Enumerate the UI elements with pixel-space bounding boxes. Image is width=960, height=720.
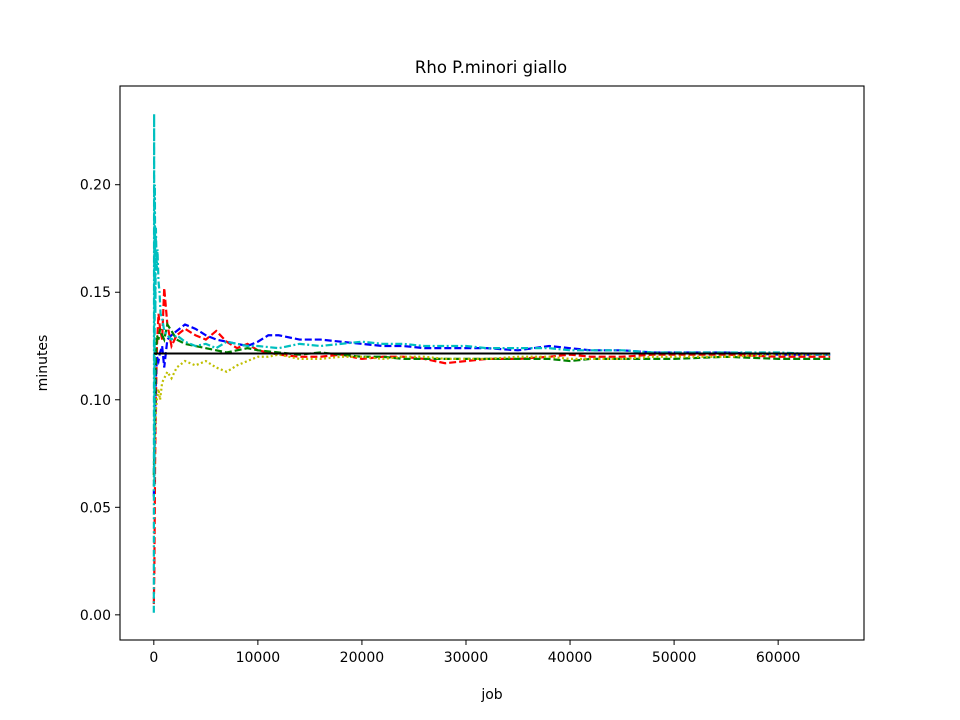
- series-line-4: [152, 353, 831, 486]
- x-tick-label: 40000: [548, 650, 593, 666]
- y-tick-label: 0.05: [80, 500, 111, 516]
- chart-title: Rho P.minori giallo: [415, 58, 567, 77]
- x-tick-label: 10000: [236, 650, 281, 666]
- x-tick-label: 60000: [756, 650, 801, 666]
- y-axis-label: minutes: [35, 335, 51, 392]
- y-tick-label: 0.20: [80, 178, 111, 194]
- y-tick-label: 0.00: [80, 608, 111, 624]
- x-tick-label: 0: [149, 650, 158, 666]
- series-line-5: [152, 113, 831, 613]
- x-axis-label: job: [480, 687, 502, 703]
- series-line-3: [152, 321, 831, 476]
- series-layer: [152, 113, 831, 613]
- x-tick-label: 20000: [340, 650, 385, 666]
- x-axis-ticks: 0 10000 20000 30000 40000 50000 60000: [149, 640, 800, 666]
- plot-frame: [119, 85, 865, 641]
- y-tick-label: 0.10: [80, 393, 111, 409]
- x-tick-label: 30000: [444, 650, 489, 666]
- series-line-2: [152, 323, 831, 497]
- x-tick-label: 50000: [652, 650, 697, 666]
- y-tick-label: 0.15: [80, 285, 111, 301]
- y-axis-ticks: 0.00 0.05 0.10 0.15 0.20: [80, 178, 120, 624]
